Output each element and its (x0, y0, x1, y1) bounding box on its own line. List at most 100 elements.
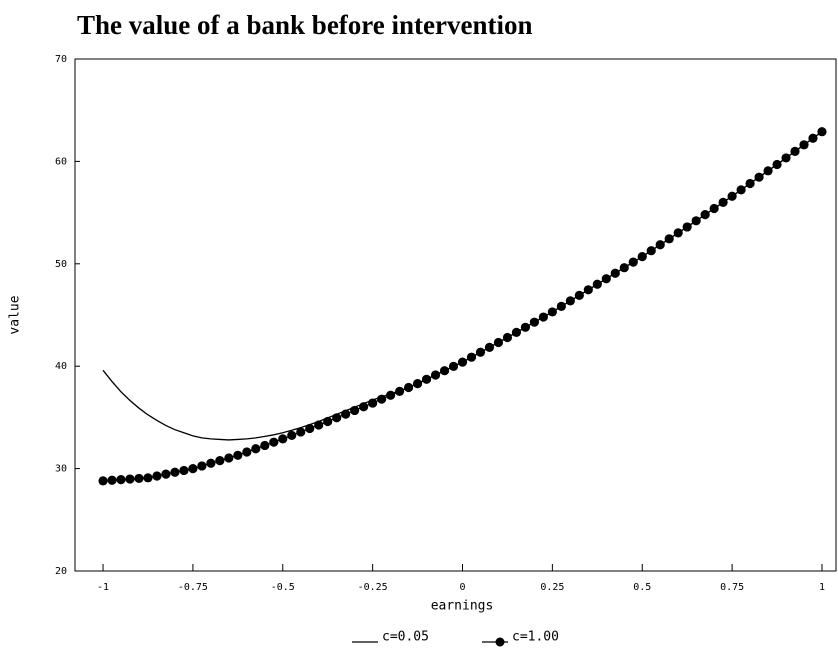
y-tick-label: 30 (55, 464, 67, 475)
legend-label: c=1.00 (512, 630, 559, 645)
data-point (592, 279, 602, 289)
data-point (98, 476, 108, 486)
data-point (359, 402, 369, 412)
data-point (224, 453, 234, 463)
data-point (709, 203, 719, 214)
data-point (538, 312, 548, 322)
data-point (152, 471, 162, 481)
data-point (808, 133, 818, 143)
data-point (206, 458, 216, 468)
data-point (619, 263, 629, 273)
x-tick-label: 0.5 (633, 582, 651, 593)
data-point (179, 465, 189, 476)
data-point (412, 379, 423, 389)
data-point (403, 382, 414, 393)
data-point (296, 427, 306, 437)
data-point (448, 361, 459, 372)
data-point (116, 475, 126, 485)
data-point (529, 317, 540, 327)
data-point (817, 127, 827, 137)
data-point (772, 159, 782, 170)
data-point (439, 366, 450, 376)
data-point (502, 332, 513, 343)
data-point (646, 246, 656, 256)
data-point (332, 413, 342, 423)
chart-title: The value of a bank before intervention (77, 10, 533, 40)
data-point (682, 222, 692, 232)
y-tick-label: 40 (55, 361, 67, 372)
data-point (341, 409, 351, 419)
data-point (475, 347, 486, 357)
data-point (610, 268, 620, 278)
data-point (745, 178, 755, 189)
data-point (763, 166, 773, 176)
data-point (368, 398, 378, 408)
y-tick-label: 50 (55, 259, 67, 270)
data-point (377, 394, 387, 404)
data-point (556, 301, 566, 311)
data-point (727, 191, 737, 201)
data-point (233, 450, 243, 460)
x-tick-label: -0.25 (358, 582, 388, 593)
data-point (161, 469, 171, 479)
data-point (601, 274, 611, 284)
legend-label: c=0.05 (382, 630, 429, 645)
data-point (197, 461, 207, 471)
x-tick-label: 0.75 (720, 582, 744, 593)
x-tick-label: -0.75 (178, 582, 208, 593)
x-tick-label: 1 (819, 582, 825, 593)
data-point (269, 437, 279, 447)
data-point (637, 252, 647, 262)
x-tick-label: -0.5 (271, 582, 295, 593)
data-point (565, 296, 575, 306)
data-point (520, 322, 531, 332)
data-point (188, 464, 198, 474)
data-point (314, 420, 324, 430)
data-point (466, 352, 477, 362)
y-axis-label: value (8, 295, 23, 334)
y-tick-label: 20 (55, 566, 67, 577)
data-point (323, 416, 333, 427)
data-point (799, 140, 809, 150)
data-point (511, 327, 522, 338)
legend-marker (495, 637, 505, 647)
data-point (260, 440, 270, 451)
data-point (430, 370, 441, 380)
data-point (457, 357, 468, 367)
data-point (736, 185, 746, 195)
data-point (395, 386, 405, 396)
series-line (102, 131, 823, 441)
data-point (754, 172, 764, 182)
data-point (547, 307, 557, 317)
data-point (386, 390, 396, 400)
data-point (134, 473, 144, 484)
data-point (143, 473, 153, 483)
y-tick-label: 70 (55, 54, 67, 65)
data-point (781, 153, 791, 163)
data-point (350, 405, 360, 416)
y-tick-label: 60 (55, 156, 67, 167)
data-point (628, 257, 638, 267)
data-point (655, 240, 665, 250)
data-point (170, 467, 180, 477)
plot-frame (74, 58, 837, 572)
data-point (215, 456, 225, 466)
data-point (583, 285, 593, 295)
data-point (287, 430, 297, 441)
data-point (790, 146, 800, 156)
data-point (484, 342, 495, 352)
data-point (242, 447, 252, 457)
data-point (278, 434, 288, 444)
data-point (691, 216, 701, 226)
x-tick-label: -1 (97, 582, 109, 593)
data-point (251, 444, 261, 454)
data-point (574, 290, 584, 300)
x-tick-label: 0.25 (540, 582, 564, 593)
x-tick-label: 0 (459, 582, 465, 593)
data-point (664, 234, 674, 244)
data-point (673, 228, 683, 238)
data-point (718, 197, 728, 207)
x-axis-label: earnings (431, 599, 494, 614)
data-point (305, 423, 315, 434)
